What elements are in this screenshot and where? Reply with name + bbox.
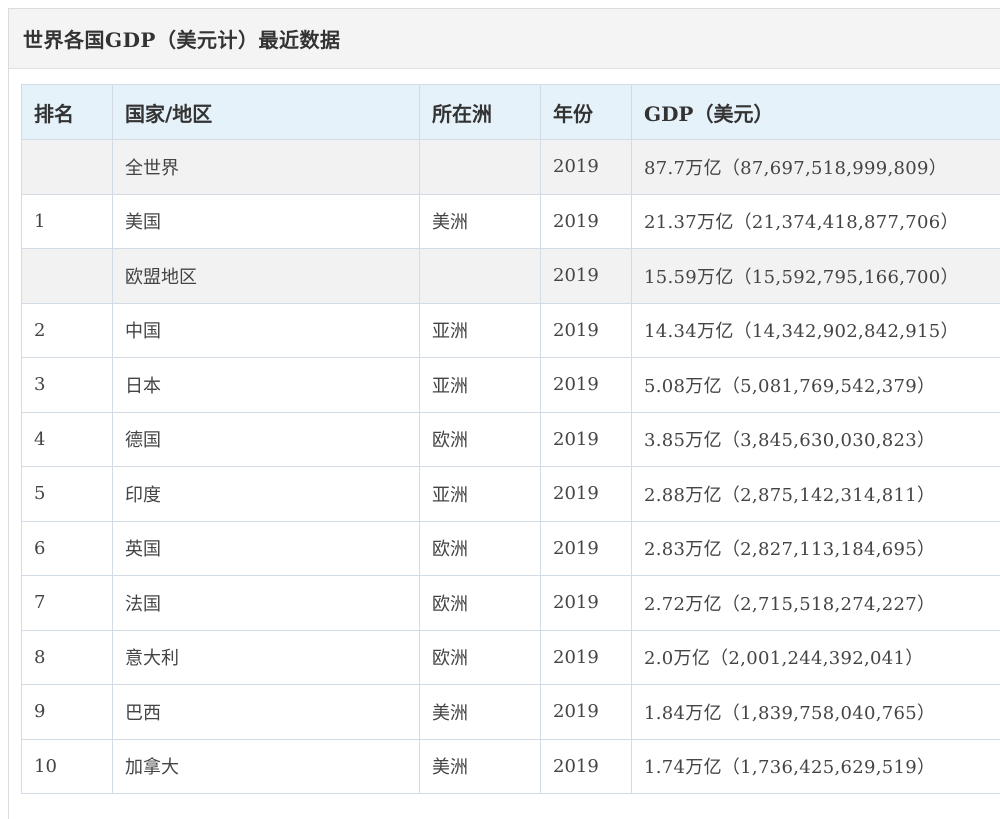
cell-year: 2019 <box>541 739 632 794</box>
cell-year: 2019 <box>541 630 632 685</box>
header-gdp: GDP（美元） <box>632 85 1000 140</box>
cell-rank: 5 <box>22 467 113 522</box>
cell-gdp: 5.08万亿（5,081,769,542,379） <box>632 358 1000 413</box>
cell-continent: 欧洲 <box>420 412 541 467</box>
cell-continent: 亚洲 <box>420 358 541 413</box>
cell-year: 2019 <box>541 249 632 304</box>
cell-gdp: 1.74万亿（1,736,425,629,519） <box>632 739 1000 794</box>
header-country: 国家/地区 <box>113 85 420 140</box>
cell-gdp: 87.7万亿（87,697,518,999,809） <box>632 140 1000 195</box>
header-rank: 排名 <box>22 85 113 140</box>
cell-rank: 2 <box>22 303 113 358</box>
cell-country: 印度 <box>113 467 420 522</box>
cell-year: 2019 <box>541 358 632 413</box>
cell-gdp: 14.34万亿（14,342,902,842,915） <box>632 303 1000 358</box>
cell-rank: 9 <box>22 685 113 740</box>
cell-rank: 3 <box>22 358 113 413</box>
header-continent: 所在洲 <box>420 85 541 140</box>
cell-year: 2019 <box>541 685 632 740</box>
cell-gdp: 2.83万亿（2,827,113,184,695） <box>632 521 1000 576</box>
cell-continent: 欧洲 <box>420 521 541 576</box>
cell-year: 2019 <box>541 140 632 195</box>
cell-rank: 8 <box>22 630 113 685</box>
cell-country: 英国 <box>113 521 420 576</box>
cell-gdp: 2.72万亿（2,715,518,274,227） <box>632 576 1000 631</box>
cell-gdp: 2.88万亿（2,875,142,314,811） <box>632 467 1000 522</box>
cell-year: 2019 <box>541 303 632 358</box>
cell-rank: 10 <box>22 739 113 794</box>
cell-gdp: 3.85万亿（3,845,630,030,823） <box>632 412 1000 467</box>
cell-continent: 美洲 <box>420 739 541 794</box>
cell-continent: 亚洲 <box>420 303 541 358</box>
cell-country: 加拿大 <box>113 739 420 794</box>
cell-continent: 亚洲 <box>420 467 541 522</box>
cell-rank: 4 <box>22 412 113 467</box>
cell-country: 美国 <box>113 194 420 249</box>
cell-continent: 欧洲 <box>420 630 541 685</box>
cell-gdp: 1.84万亿（1,839,758,040,765） <box>632 685 1000 740</box>
cell-continent <box>420 140 541 195</box>
header-year: 年份 <box>541 85 632 140</box>
cell-rank: 6 <box>22 521 113 576</box>
cell-country: 意大利 <box>113 630 420 685</box>
cell-country: 法国 <box>113 576 420 631</box>
cell-year: 2019 <box>541 412 632 467</box>
cell-country: 日本 <box>113 358 420 413</box>
cell-year: 2019 <box>541 467 632 522</box>
cell-gdp: 15.59万亿（15,592,795,166,700） <box>632 249 1000 304</box>
cell-gdp: 21.37万亿（21,374,418,877,706） <box>632 194 1000 249</box>
cell-year: 2019 <box>541 194 632 249</box>
cell-continent: 美洲 <box>420 194 541 249</box>
cell-continent: 欧洲 <box>420 576 541 631</box>
cell-year: 2019 <box>541 521 632 576</box>
panel-header: 世界各国GDP（美元计）最近数据 <box>9 9 1000 69</box>
cell-country: 全世界 <box>113 140 420 195</box>
cell-continent: 美洲 <box>420 685 541 740</box>
cell-gdp: 2.0万亿（2,001,244,392,041） <box>632 630 1000 685</box>
cell-rank: 7 <box>22 576 113 631</box>
cell-country: 巴西 <box>113 685 420 740</box>
cell-rank: 1 <box>22 194 113 249</box>
cell-rank <box>22 249 113 304</box>
cell-country: 欧盟地区 <box>113 249 420 304</box>
panel-title: 世界各国GDP（美元计）最近数据 <box>23 24 340 53</box>
cell-year: 2019 <box>541 576 632 631</box>
cell-country: 德国 <box>113 412 420 467</box>
cell-country: 中国 <box>113 303 420 358</box>
cell-continent <box>420 249 541 304</box>
table-header-row: 排名 国家/地区 所在洲 年份 GDP（美元） <box>22 85 1000 140</box>
cell-rank <box>22 140 113 195</box>
